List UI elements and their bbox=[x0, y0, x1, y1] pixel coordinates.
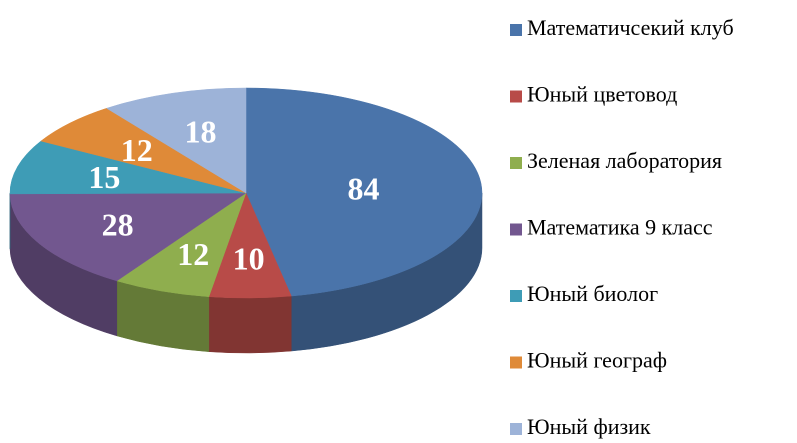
slice bbox=[9, 140, 247, 195]
data-label: 28 bbox=[102, 207, 134, 243]
slice bbox=[106, 87, 247, 194]
legend-label: Математичсекий клуб bbox=[527, 15, 734, 40]
legend-label: Юный биолог bbox=[527, 281, 658, 306]
legend-swatch bbox=[510, 157, 522, 169]
legend-label: Юный цветовод bbox=[527, 82, 677, 107]
legend-label: Юный географ bbox=[527, 348, 667, 373]
legend-label: Юный физик bbox=[527, 414, 651, 439]
data-label: 12 bbox=[177, 236, 209, 272]
data-label: 15 bbox=[88, 159, 120, 195]
legend-swatch bbox=[510, 423, 522, 435]
legend-label: Математика 9 класс bbox=[527, 215, 713, 240]
legend-swatch bbox=[510, 223, 522, 236]
legend-label: Зеленая лаборатория bbox=[527, 148, 722, 173]
legend-swatch bbox=[510, 24, 522, 36]
slice bbox=[245, 87, 483, 297]
data-label: 84 bbox=[347, 170, 379, 206]
slice bbox=[9, 192, 247, 282]
data-label: 12 bbox=[121, 132, 153, 168]
data-label: 10 bbox=[233, 240, 265, 276]
data-label: 18 bbox=[185, 113, 217, 149]
legend-swatch bbox=[510, 90, 522, 103]
legend-swatch bbox=[510, 356, 522, 369]
legend-swatch bbox=[510, 290, 522, 302]
slice-side bbox=[208, 295, 292, 354]
